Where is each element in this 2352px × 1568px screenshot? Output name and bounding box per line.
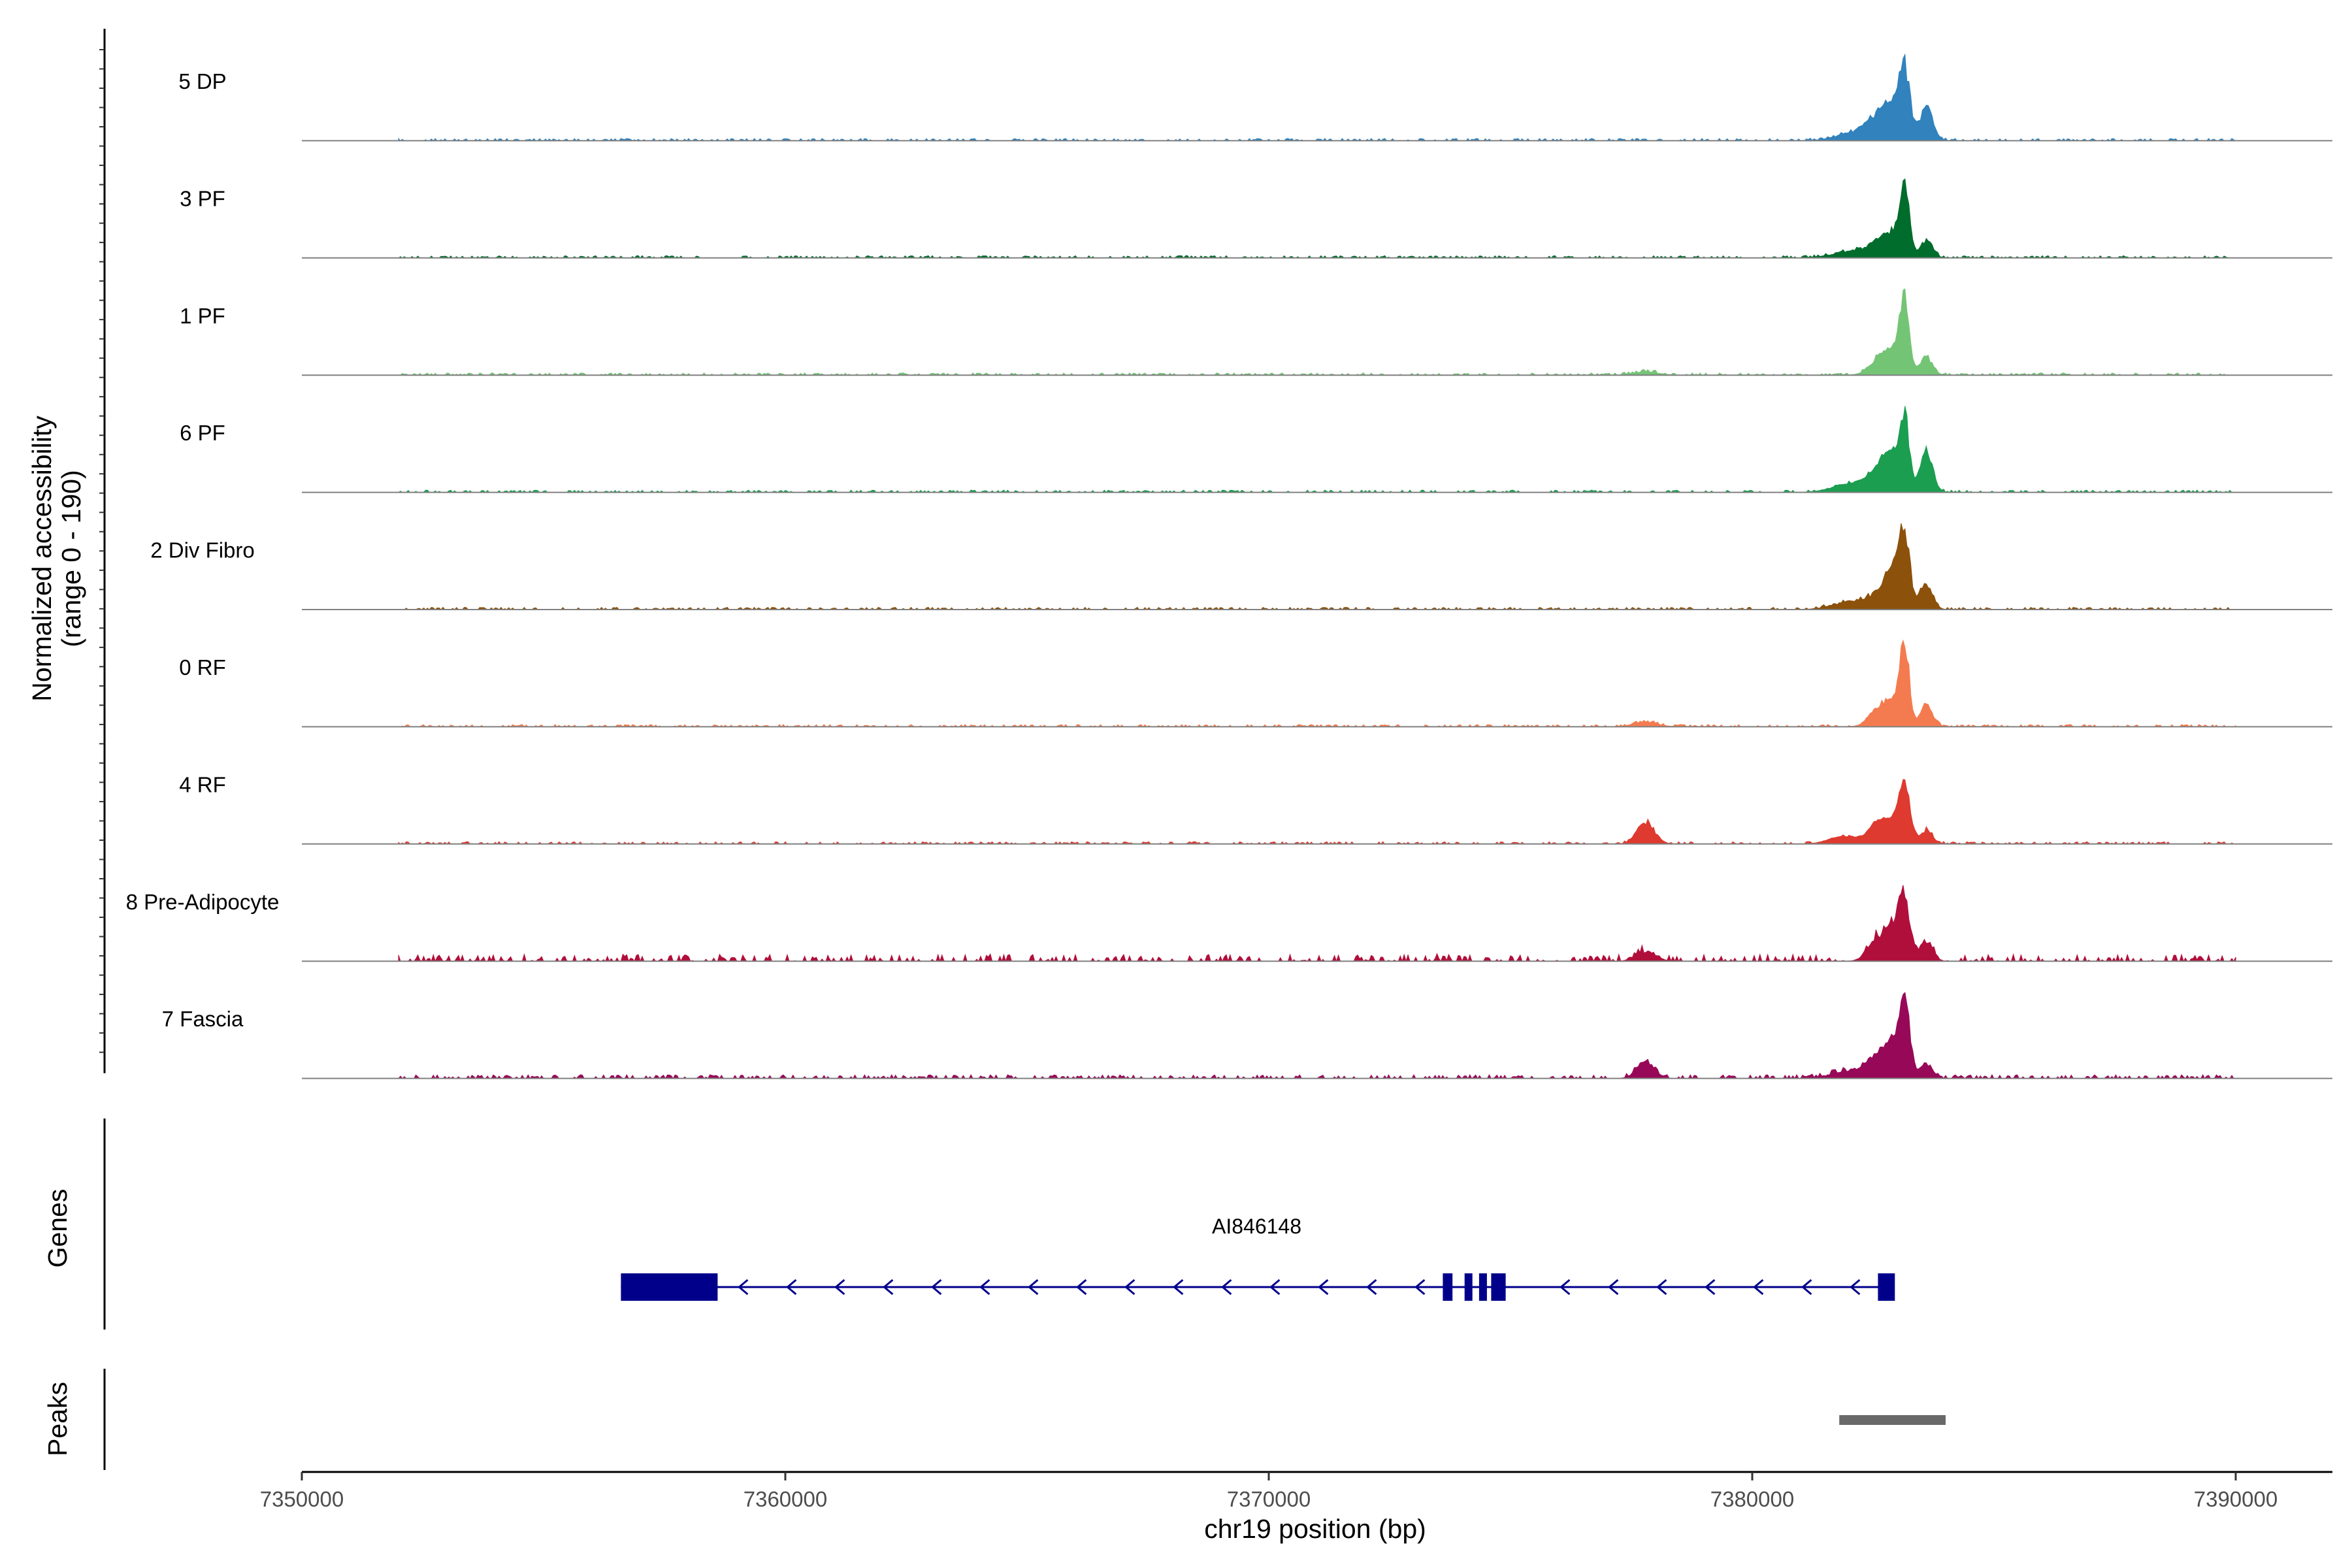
strand-arrow bbox=[1318, 1279, 1329, 1296]
track-label-6-pf: 6 PF bbox=[180, 421, 225, 445]
x-tick-label: 7380000 bbox=[1710, 1487, 1794, 1511]
strand-arrow bbox=[1753, 1279, 1764, 1296]
coverage-area-6-pf bbox=[397, 406, 2236, 493]
gene-exon bbox=[621, 1273, 718, 1301]
track-label-7-fascia: 7 Fascia bbox=[162, 1007, 244, 1031]
strand-arrow bbox=[834, 1279, 845, 1296]
strand-arrow bbox=[1028, 1279, 1039, 1296]
gene-exon bbox=[1478, 1273, 1487, 1301]
gene-exon bbox=[1464, 1273, 1473, 1301]
strand-arrow bbox=[738, 1279, 749, 1296]
coverage-area-8-pre-adipocyte bbox=[398, 885, 2236, 962]
gene-name-label: AI846148 bbox=[1212, 1215, 1301, 1238]
track-label-2-div-fibro: 2 Div Fibro bbox=[150, 538, 255, 563]
coverage-y-axis-range: (range 0 - 190) bbox=[56, 470, 86, 647]
strand-arrow bbox=[1076, 1279, 1087, 1296]
coverage-area-5-dp bbox=[398, 53, 2236, 142]
x-axis: 7350000 7360000 7370000 7380000 7390000 bbox=[260, 1471, 2332, 1511]
strand-arrow bbox=[1705, 1279, 1716, 1296]
strand-arrow bbox=[786, 1279, 797, 1296]
coverage-area-7-fascia bbox=[397, 992, 2236, 1079]
strand-arrow bbox=[883, 1279, 894, 1296]
coverage-area-4-rf bbox=[398, 779, 2236, 845]
strand-arrow bbox=[1124, 1279, 1135, 1296]
x-tick-label: 7360000 bbox=[743, 1487, 827, 1511]
strand-arrow bbox=[1801, 1279, 1812, 1296]
track-label-8-pre-adipocyte: 8 Pre-Adipocyte bbox=[126, 890, 280, 914]
track-label-0-rf: 0 RF bbox=[179, 655, 226, 679]
track-label-5-dp: 5 DP bbox=[178, 69, 226, 93]
track-label-3-pf: 3 PF bbox=[180, 186, 225, 210]
strand-arrow bbox=[1173, 1279, 1184, 1296]
peaks-panel bbox=[103, 1369, 1946, 1470]
strand-arrow bbox=[1414, 1279, 1426, 1296]
coverage-area-0-rf bbox=[399, 639, 2236, 728]
x-tick-label: 7350000 bbox=[260, 1487, 344, 1511]
gene-exon bbox=[1491, 1273, 1506, 1301]
track-label-4-rf: 4 RF bbox=[179, 772, 226, 796]
strand-arrow bbox=[979, 1279, 990, 1296]
track-label-1-pf: 1 PF bbox=[180, 304, 225, 328]
x-tick-label: 7370000 bbox=[1227, 1487, 1311, 1511]
peak-region bbox=[1839, 1415, 1946, 1425]
gene-exon bbox=[1443, 1273, 1453, 1301]
peaks-track-label: Peaks bbox=[42, 1382, 73, 1456]
genes-track-label: Genes bbox=[42, 1189, 73, 1268]
x-tick-label: 7390000 bbox=[2194, 1487, 2278, 1511]
strand-arrow bbox=[1608, 1279, 1619, 1296]
strand-arrow bbox=[1269, 1279, 1281, 1296]
strand-arrow bbox=[1221, 1279, 1232, 1296]
coverage-panel: 5 DP 3 PF 1 PF 6 PF 2 Div Fibro 0 RF 4 RF 8 Pre… bbox=[99, 29, 2332, 1079]
genes-panel: AI846148 bbox=[103, 1119, 1895, 1330]
strand-arrow bbox=[931, 1279, 942, 1296]
coverage-area-3-pf bbox=[397, 178, 2236, 259]
x-axis-title: chr19 position (bp) bbox=[1204, 1514, 1426, 1544]
strand-arrow bbox=[1560, 1279, 1571, 1296]
coverage-area-1-pf bbox=[399, 288, 2236, 376]
coverage-y-axis-title: Normalized accessibility bbox=[27, 416, 57, 702]
strand-arrow bbox=[1366, 1279, 1377, 1296]
strand-arrow bbox=[1656, 1279, 1667, 1296]
strand-arrow bbox=[1850, 1279, 1861, 1296]
gene-exon bbox=[1878, 1273, 1895, 1301]
coverage-area-2-div-fibro bbox=[399, 523, 2236, 610]
